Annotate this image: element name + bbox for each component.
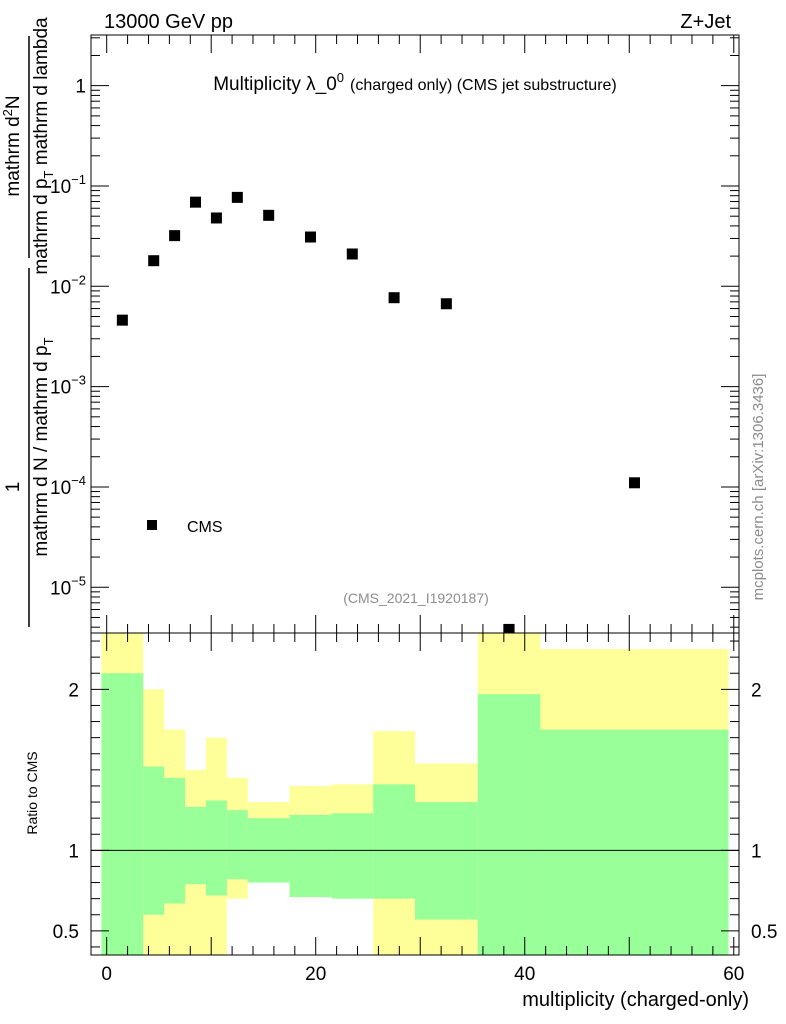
tick-exponent: −2 [71, 272, 86, 287]
y-label-bottom-numerator: 1 [3, 482, 24, 493]
cms-data-markers [116, 191, 640, 633]
main-title-sup: 0 [337, 70, 344, 85]
y-label-bottom-denominator: mathrm d N / mathrm d pT [31, 337, 56, 556]
ratio-inner-band [143, 766, 165, 915]
ratio-y-tick-label-right: 2 [751, 680, 762, 701]
ratio-inner-band [415, 802, 478, 920]
main-title-main: Multiplicity λ_0 [213, 74, 337, 95]
ratio-tick-labels: 0.5 0.51 12 20 20 40 60 [53, 680, 778, 985]
main-panel: 110−110−210−310−410−5 Multiplicity λ_00(… [0, 17, 740, 634]
ratio-inner-band [373, 784, 415, 899]
data-point [440, 298, 452, 310]
data-point [346, 248, 358, 260]
tick-exponent: −5 [71, 573, 86, 588]
main-y-tick-label: 1 [75, 77, 86, 98]
ratio-frame [90, 632, 740, 956]
ratio-inner-band [289, 814, 332, 898]
ratio-inner-band [164, 777, 186, 904]
ratio-inner-band [331, 813, 374, 899]
ratio-y-label: Ratio to CMS [24, 751, 40, 834]
side-label: mcplots.cern.ch [arXiv:1306.3436] [750, 374, 767, 601]
data-point [388, 292, 400, 304]
main-y-tick-label: 10−3 [50, 373, 86, 399]
data-point [190, 196, 202, 208]
data-point [169, 230, 181, 242]
main-y-tick-label: 10−4 [50, 473, 86, 499]
main-axis-ticks [91, 35, 739, 633]
data-point [116, 314, 128, 326]
main-y-tick-label: 10−2 [50, 272, 86, 298]
tick-exponent: −3 [71, 373, 86, 388]
tick-mantissa: 10 [50, 177, 71, 198]
legend-label: CMS [187, 519, 223, 536]
tick-mantissa: 10 [50, 378, 71, 399]
data-point [304, 231, 316, 243]
ratio-x-tick-label: 20 [305, 964, 326, 985]
data-point [148, 255, 160, 267]
ratio-inner-band [477, 694, 541, 955]
ratio-y-tick-label-right: 1 [751, 841, 762, 862]
header-left: 13000 GeV pp [104, 11, 233, 33]
ratio-y-tick-label-right: 0.5 [751, 922, 777, 943]
ratio-inner-band [185, 806, 206, 885]
tick-mantissa: 10 [50, 478, 71, 499]
tick-exponent: −4 [71, 473, 86, 488]
analysis-label: (CMS_2021_I1920187) [343, 590, 489, 606]
data-point [210, 212, 222, 224]
ratio-inner-band [101, 673, 144, 955]
ratio-inner-band [205, 800, 227, 896]
ratio-axis-ticks [91, 633, 739, 955]
ratio-y-tick-label-left: 2 [68, 680, 79, 701]
ratio-x-label: multiplicity (charged-only) [522, 989, 749, 1011]
ratio-y-tick-label-left: 1 [68, 841, 79, 862]
data-point [263, 209, 275, 221]
main-y-tick-labels: 110−110−210−310−410−5 [50, 77, 86, 600]
ratio-x-tick-label: 0 [101, 964, 112, 985]
y-label-top-numerator: mathrm d2N [0, 95, 24, 196]
main-y-label: mathrm d2N mathrm d pT mathrm d lambda 1… [0, 17, 56, 627]
ratio-panel: 0.5 0.51 12 20 20 40 60 Ratio to CMS multiplic… [24, 632, 778, 1011]
ratio-y-tick-label-left: 0.5 [53, 922, 79, 943]
ratio-x-tick-label: 60 [723, 964, 744, 985]
main-y-tick-label: 10−5 [50, 573, 86, 599]
ratio-bands [101, 633, 729, 955]
tick-mantissa: 10 [50, 578, 71, 599]
main-y-tick-label: 10−1 [50, 172, 86, 198]
data-point [231, 191, 243, 203]
main-title: Multiplicity λ_00 (charged only) (CMS jet… [213, 70, 617, 95]
y-label-top-denominator: mathrm d pT mathrm d lambda [31, 17, 56, 275]
header-right: Z+Jet [680, 11, 731, 33]
ratio-x-tick-label: 40 [514, 964, 535, 985]
data-point [503, 623, 515, 633]
data-point [628, 477, 640, 489]
main-frame [90, 34, 740, 634]
tick-exponent: −1 [71, 172, 86, 187]
ratio-inner-band [540, 729, 729, 955]
ratio-inner-band [226, 810, 248, 880]
main-title-rest: (charged only) (CMS jet substructure) [350, 77, 617, 94]
legend-marker [147, 520, 157, 530]
tick-mantissa: 10 [50, 277, 71, 298]
